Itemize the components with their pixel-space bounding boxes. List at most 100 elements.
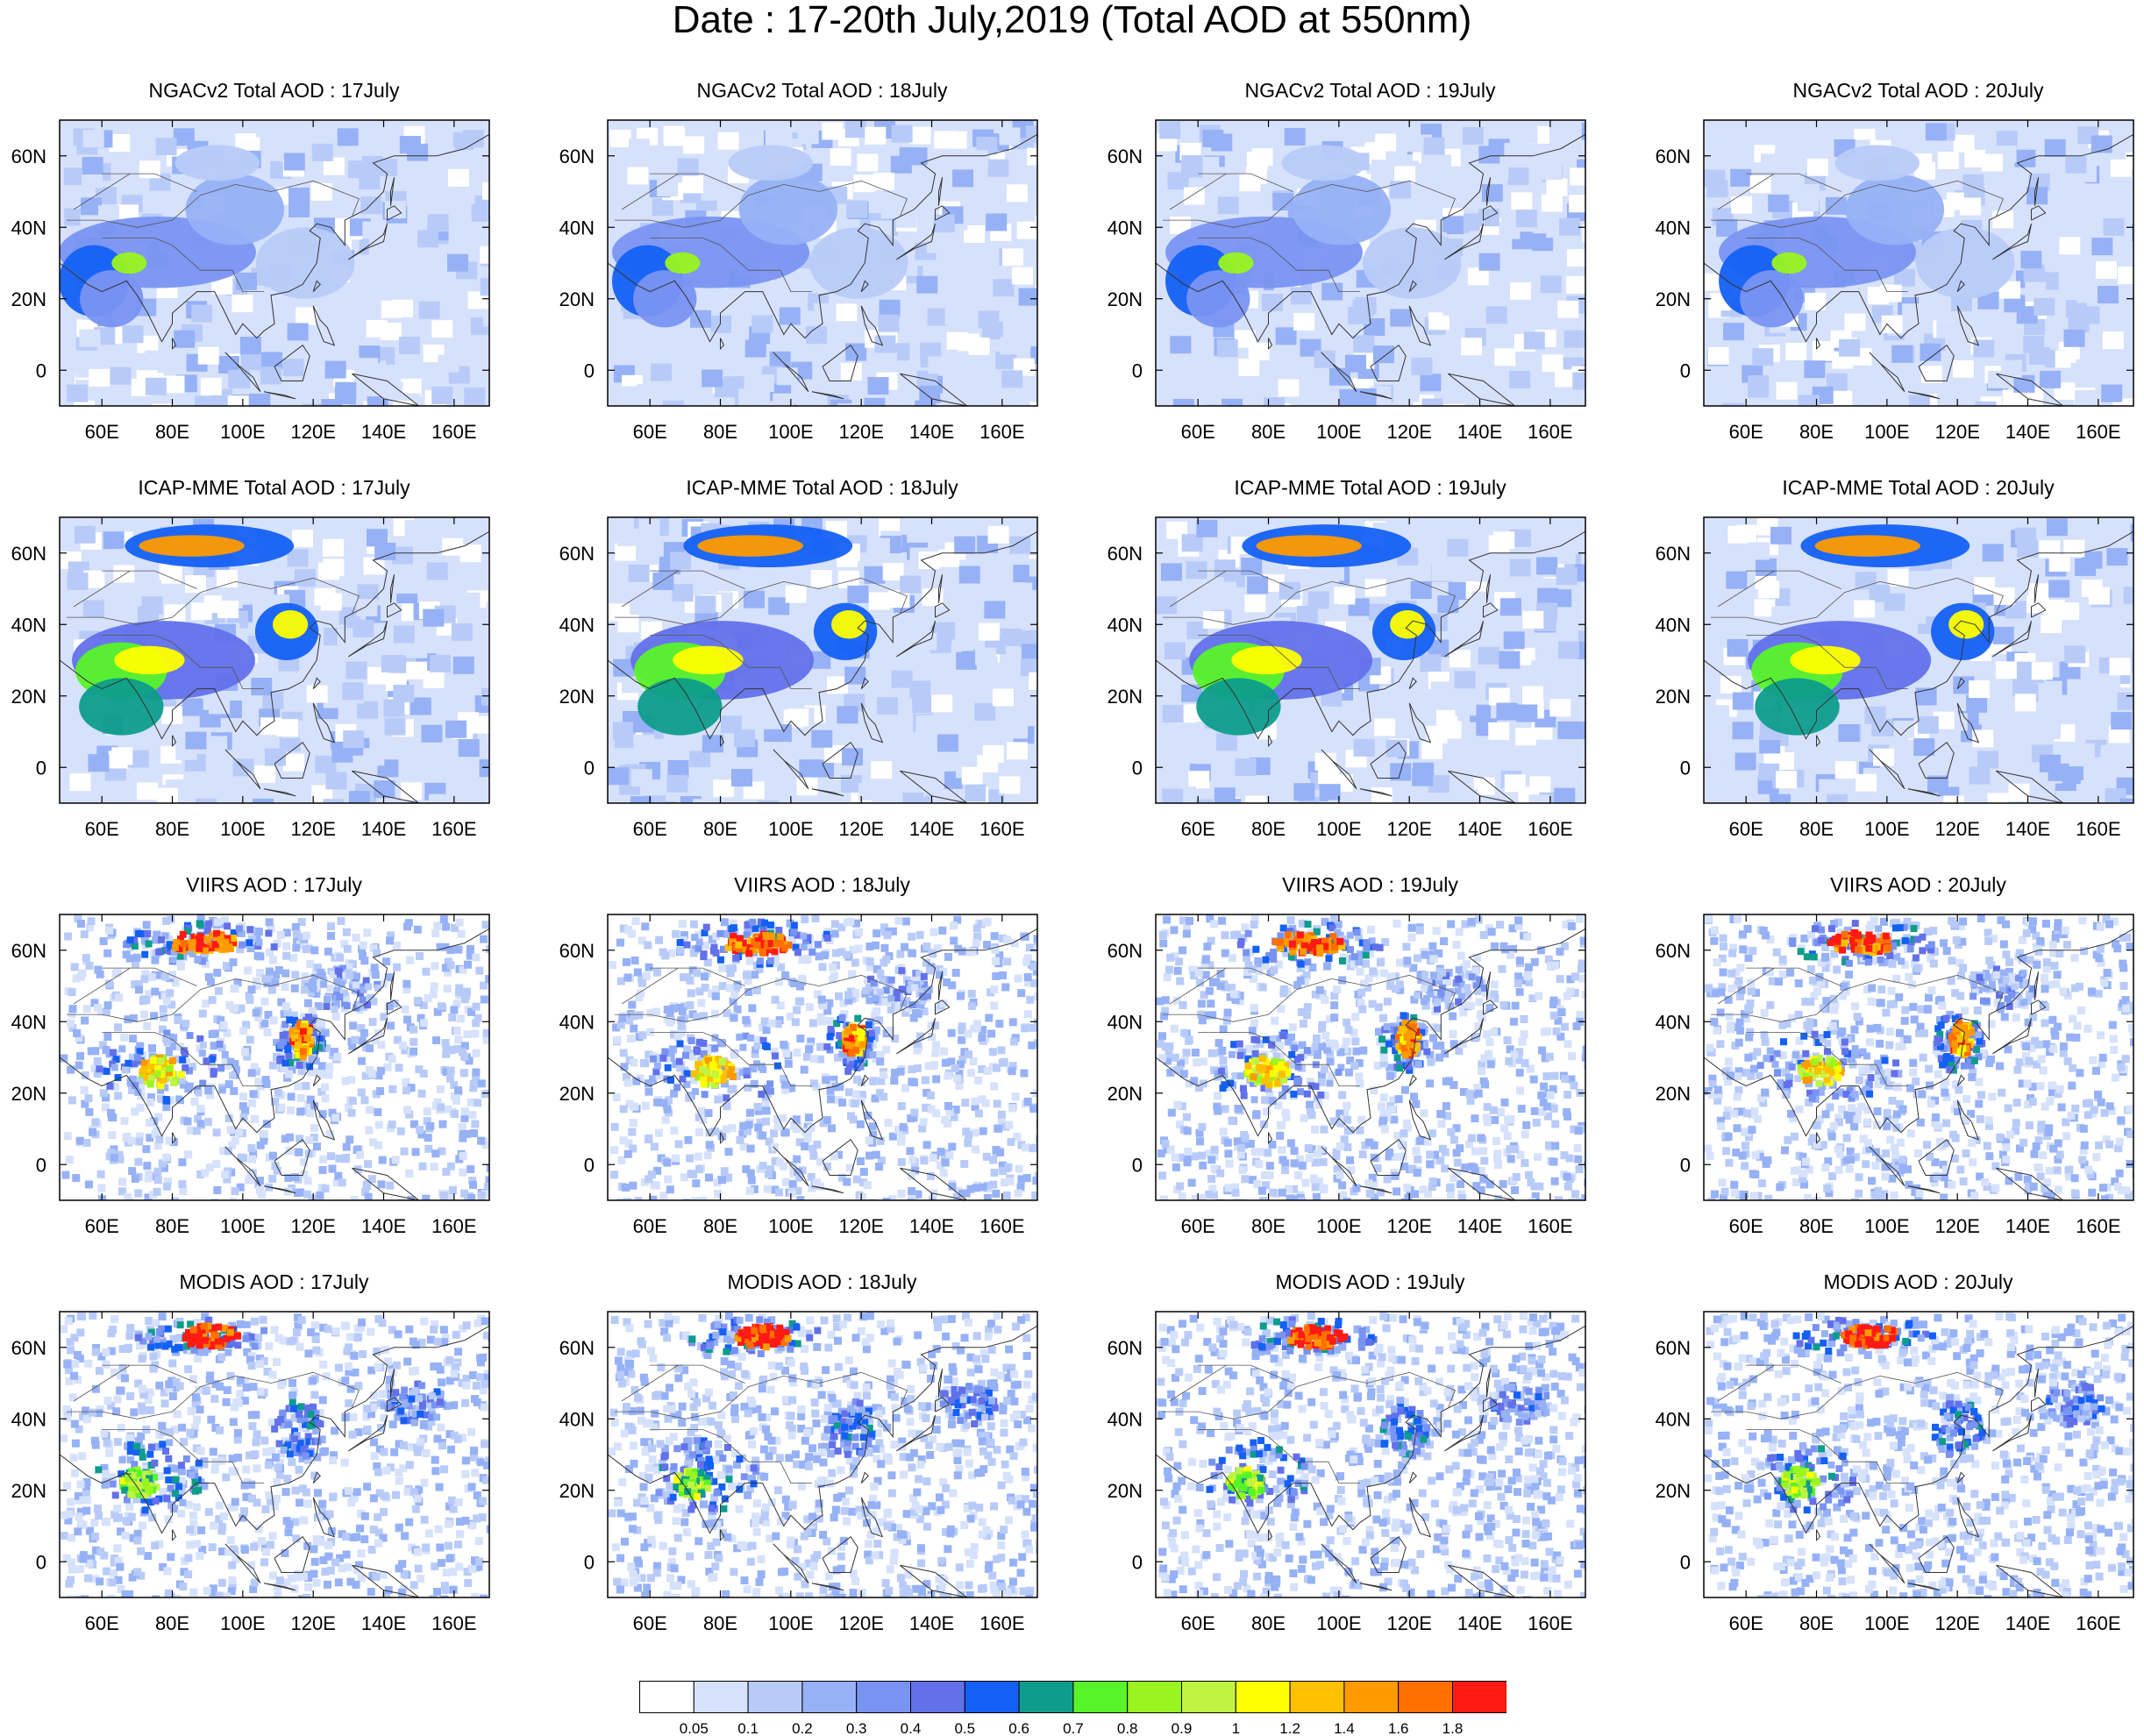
lat-tick-label: 40N [1108, 217, 1143, 238]
lon-tick-label: 60E [85, 818, 119, 840]
aod-map: 60E 80E 100E 120E 140E 160E 60N 40N 20N 0 [1108, 1311, 1586, 1634]
lon-tick-label: 60E [85, 421, 119, 443]
lon-tick-label: 140E [1457, 1612, 1502, 1634]
aod-map: 60E 80E 100E 120E 140E 160E 60N 40N 20N 0 [11, 914, 490, 1237]
lat-tick-label: 0 [1132, 1154, 1143, 1176]
map-panel: VIIRS AOD : 20July 60E 80E 100E 120E 140E 160E… [1644, 873, 2144, 1259]
panel-title: MODIS AOD : 17July [179, 1270, 369, 1293]
lon-tick-label: 100E [220, 818, 265, 840]
lon-tick-label: 160E [1528, 421, 1572, 443]
colorbar-label: 0.6 [1008, 1720, 1029, 1736]
lat-tick-label: 60N [1656, 146, 1691, 167]
lon-tick-label: 120E [1934, 421, 1979, 443]
map-panel: NGACv2 Total AOD : 18July 60E 80E 100E 120E 1… [548, 79, 1096, 465]
panel-title: NGACv2 Total AOD : 18July [696, 79, 948, 102]
lon-tick-label: 120E [1386, 1215, 1431, 1237]
panel-title: VIIRS AOD : 19July [1282, 873, 1458, 896]
lon-tick-label: 140E [1457, 818, 1502, 840]
panel-title: ICAP-MME Total AOD : 17July [138, 476, 410, 499]
lat-tick-label: 20N [1108, 686, 1143, 708]
lon-tick-label: 140E [361, 818, 406, 840]
colorbar-label: 0.5 [954, 1720, 975, 1736]
aod-field [1704, 914, 2133, 1200]
colorbar-swatch [639, 1681, 694, 1713]
lon-tick-label: 60E [1181, 421, 1215, 443]
aod-field [1156, 120, 1585, 406]
lat-tick-label: 40N [559, 1408, 595, 1430]
lon-tick-label: 100E [220, 421, 265, 443]
lon-tick-label: 80E [1251, 421, 1286, 443]
lat-tick-label: 20N [11, 288, 46, 310]
lon-tick-label: 100E [1316, 1612, 1361, 1634]
lat-tick-label: 60N [1108, 940, 1143, 962]
panel-title: MODIS AOD : 20July [1823, 1270, 2013, 1293]
lon-tick-label: 160E [2076, 1215, 2120, 1237]
lon-tick-label: 160E [979, 421, 1024, 443]
map-panel: ICAP-MME Total AOD : 19July 60E 80E 100E 120… [1096, 476, 1644, 862]
lat-tick-label: 0 [36, 757, 46, 779]
colorbar-label: 0.1 [737, 1720, 759, 1736]
lon-tick-label: 100E [1864, 1215, 1909, 1237]
colorbar-swatch [856, 1681, 911, 1713]
colorbar-label: 0.3 [846, 1720, 867, 1736]
map-panel: MODIS AOD : 18July 60E 80E 100E 120E 140E 160E… [548, 1270, 1096, 1656]
colorbar-swatch [1452, 1681, 1506, 1713]
lat-tick-label: 40N [11, 1408, 46, 1430]
lon-tick-label: 60E [1729, 421, 1763, 443]
lat-tick-label: 60N [559, 1337, 595, 1359]
lon-tick-label: 60E [1729, 1215, 1763, 1237]
aod-field [608, 517, 1037, 803]
colorbar: 0.05 0.1 0.2 0.3 0.4 0.5 0.6 0.7 0.8 0.9 1 1.2 1.4 1.… [639, 1681, 1506, 1736]
lon-tick-label: 100E [220, 1612, 265, 1634]
aod-map: 60E 80E 100E 120E 140E 160E 60N 40N 20N 0 [1656, 119, 2134, 443]
lat-tick-label: 0 [1132, 359, 1143, 381]
lon-tick-label: 80E [1251, 1612, 1286, 1634]
lon-tick-label: 100E [1316, 1215, 1361, 1237]
colorbar-swatch [1398, 1681, 1454, 1713]
lon-tick-label: 160E [979, 1612, 1024, 1634]
figure-title: Date : 17-20th July,2019 (Total AOD at 5… [672, 0, 1472, 41]
lon-tick-label: 60E [633, 1612, 667, 1634]
lon-tick-label: 140E [2005, 1215, 2050, 1237]
lat-tick-label: 0 [36, 1551, 46, 1573]
aod-map: 60E 80E 100E 120E 140E 160E 60N 40N 20N 0 [1656, 516, 2134, 840]
aod-map: 60E 80E 100E 120E 140E 160E 60N 40N 20N 0 [1108, 914, 1586, 1237]
lat-tick-label: 40N [11, 614, 46, 636]
aod-map: 60E 80E 100E 120E 140E 160E 60N 40N 20N 0 [559, 119, 1038, 443]
lon-tick-label: 140E [909, 818, 954, 840]
aod-map: 60E 80E 100E 120E 140E 160E 60N 40N 20N 0 [559, 914, 1038, 1237]
aod-field [608, 1312, 1037, 1597]
lat-tick-label: 40N [1656, 1011, 1691, 1033]
lat-tick-label: 40N [1108, 1408, 1143, 1430]
lon-tick-label: 120E [1386, 421, 1431, 443]
lat-tick-label: 60N [559, 940, 595, 962]
lon-tick-label: 140E [361, 1612, 406, 1634]
panel-title: VIIRS AOD : 20July [1830, 873, 2006, 896]
lat-tick-label: 20N [559, 288, 595, 310]
lat-tick-label: 20N [1108, 1480, 1143, 1502]
lat-tick-label: 60N [11, 543, 46, 565]
lon-tick-label: 100E [220, 1215, 265, 1237]
lat-tick-label: 40N [559, 1011, 595, 1033]
panel-title: ICAP-MME Total AOD : 20July [1782, 476, 2055, 499]
lon-tick-label: 140E [2005, 818, 2050, 840]
lon-tick-label: 60E [1181, 818, 1215, 840]
colorbar-swatch [1235, 1681, 1291, 1713]
colorbar-swatch [1289, 1681, 1345, 1713]
lat-tick-label: 60N [11, 1337, 46, 1359]
lat-tick-label: 20N [1656, 1083, 1691, 1105]
aod-field [1704, 120, 2133, 406]
aod-field [60, 120, 489, 406]
lon-tick-label: 100E [1864, 421, 1909, 443]
lon-tick-label: 80E [1799, 1215, 1834, 1237]
colorbar-label: 0.7 [1063, 1720, 1084, 1736]
colorbar-swatch [747, 1681, 803, 1713]
lat-tick-label: 20N [1656, 288, 1691, 310]
lon-tick-label: 100E [1864, 1612, 1909, 1634]
colorbar-label: 1 [1232, 1720, 1240, 1736]
map-panel: NGACv2 Total AOD : 19July 60E 80E 100E 120E 1… [1096, 79, 1644, 465]
colorbar-swatch [910, 1681, 965, 1713]
map-panel: NGACv2 Total AOD : 17July 60E 80E 100E 120E 1… [0, 79, 548, 465]
colorbar-swatch [1343, 1681, 1400, 1713]
lon-tick-label: 160E [431, 1612, 476, 1634]
